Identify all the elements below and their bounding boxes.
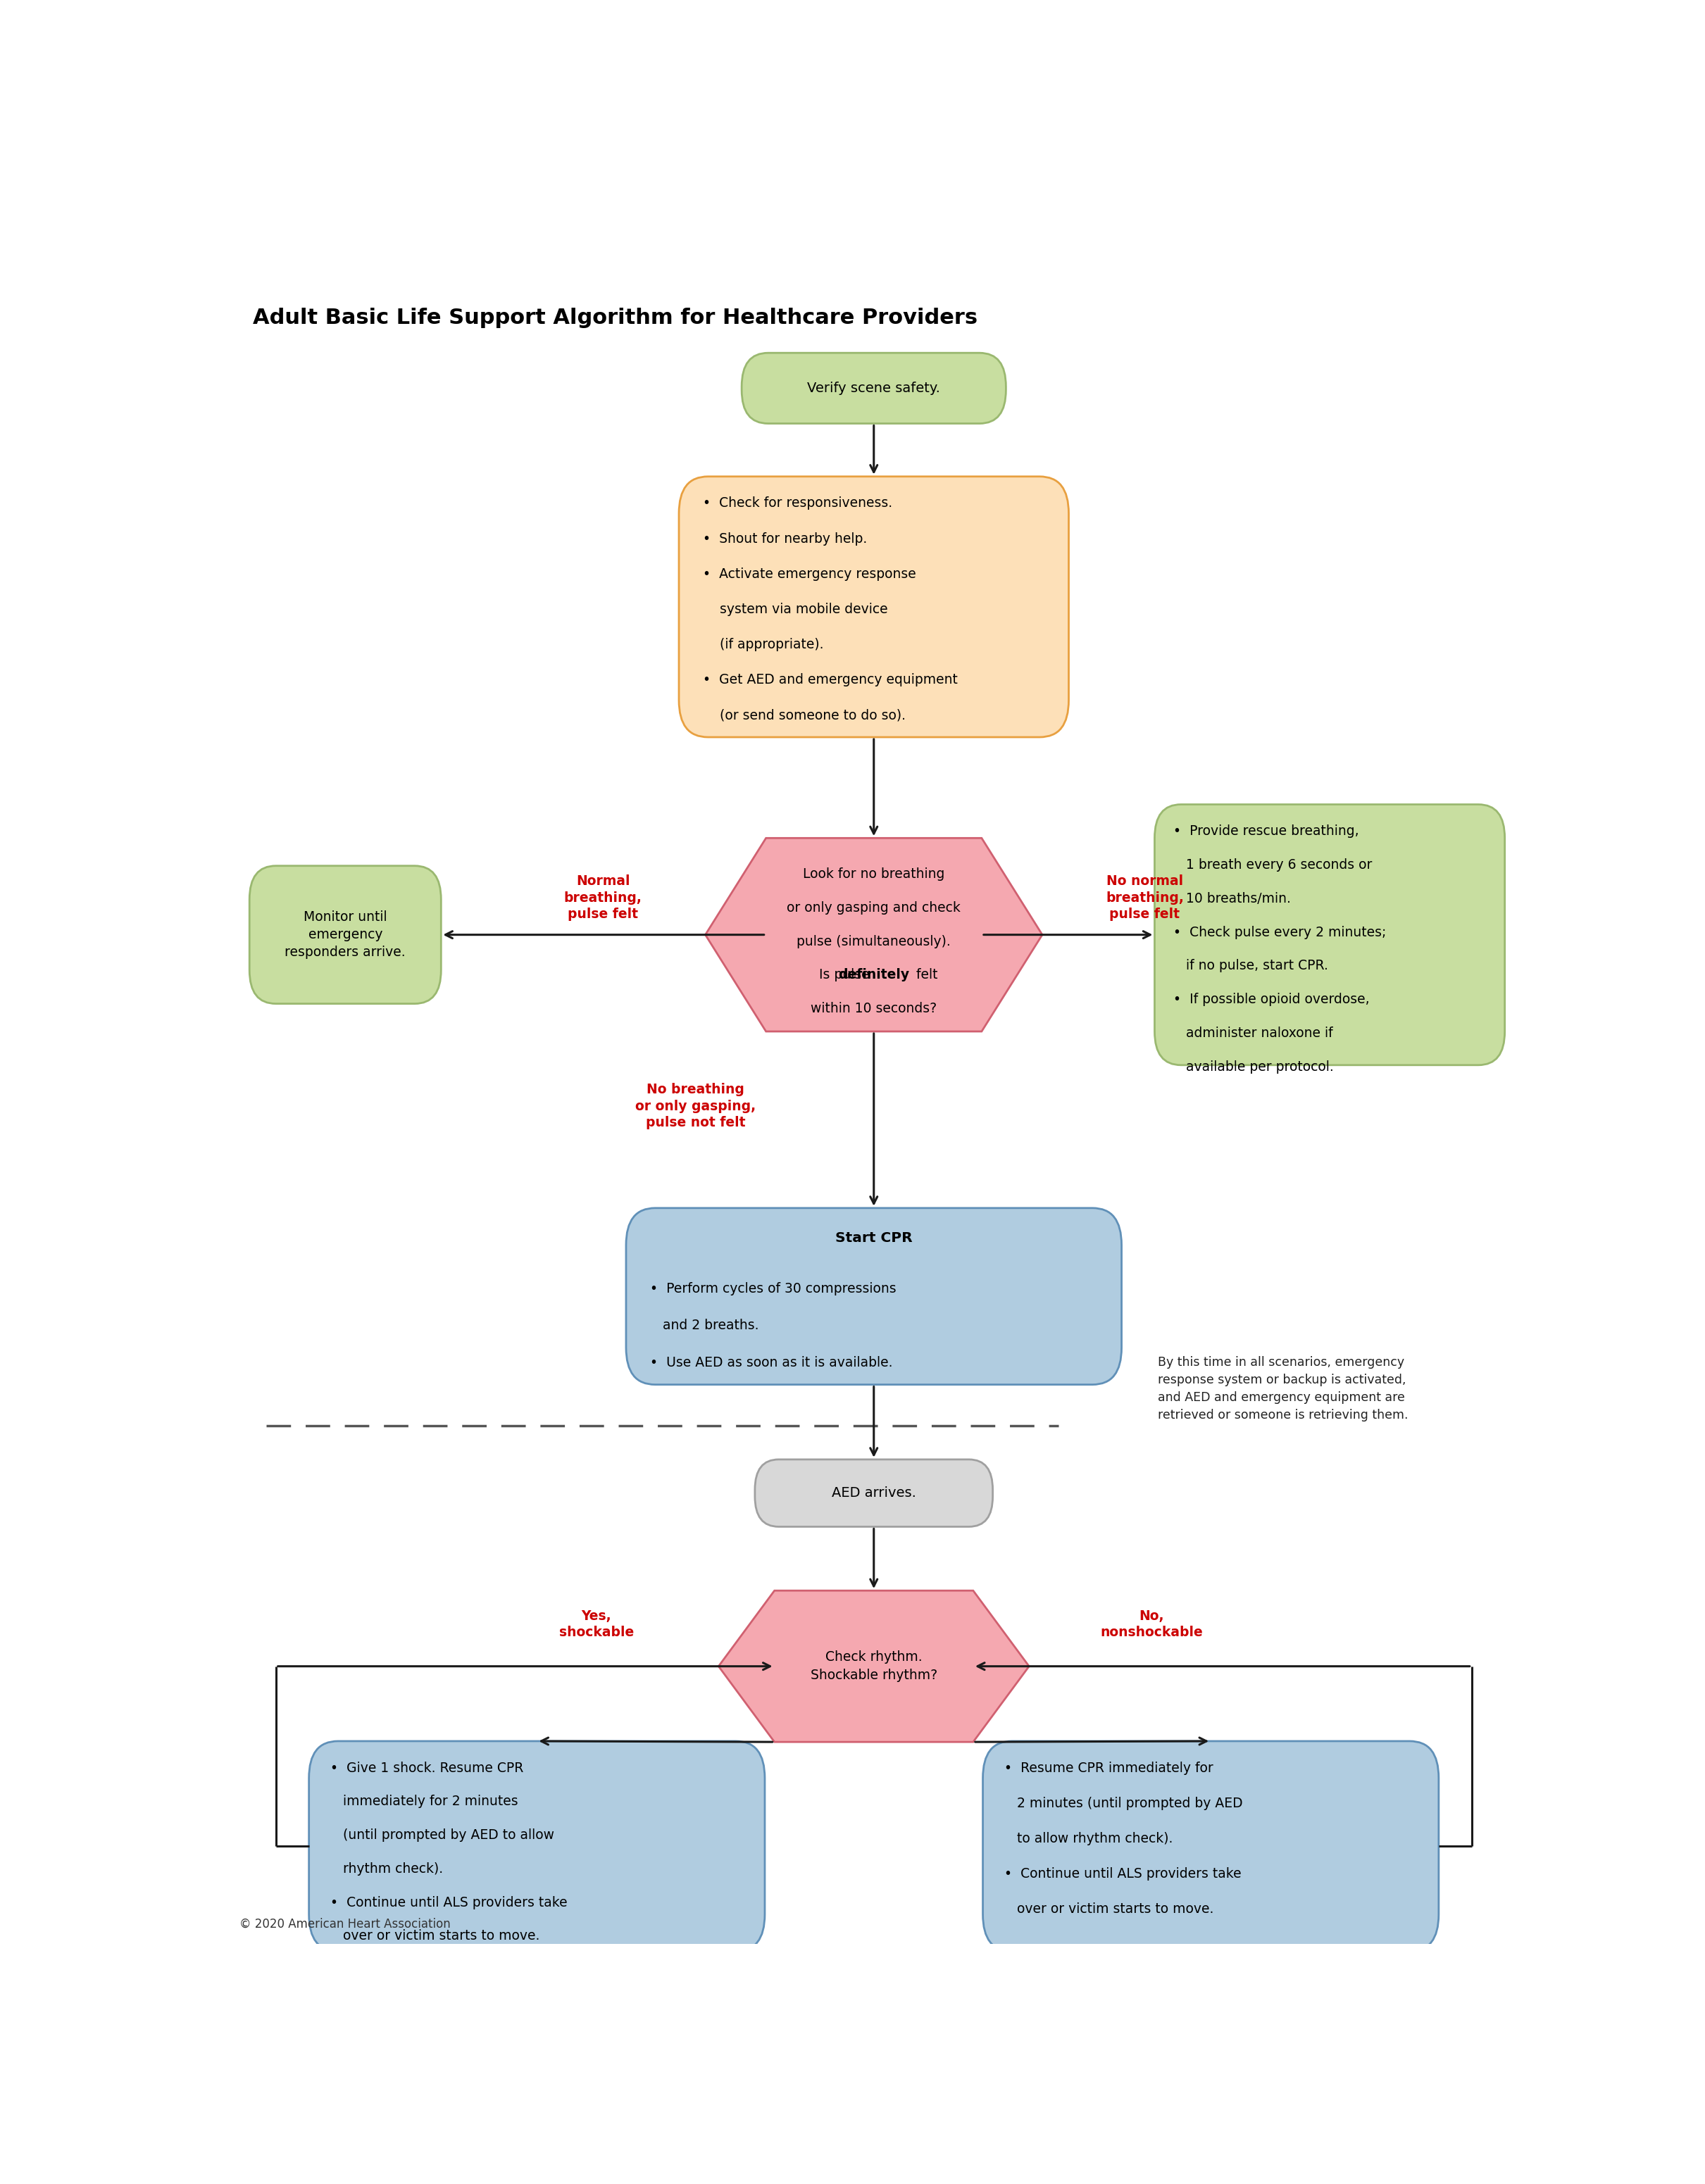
FancyBboxPatch shape <box>249 865 442 1005</box>
Text: •  Get AED and emergency equipment: • Get AED and emergency equipment <box>702 673 958 686</box>
Text: By this time in all scenarios, emergency
response system or backup is activated,: By this time in all scenarios, emergency… <box>1158 1356 1408 1422</box>
Text: (if appropriate).: (if appropriate). <box>702 638 824 651</box>
Text: immediately for 2 minutes: immediately for 2 minutes <box>331 1795 518 1808</box>
FancyBboxPatch shape <box>982 1741 1439 1950</box>
Text: if no pulse, start CPR.: if no pulse, start CPR. <box>1173 959 1328 972</box>
Text: to allow rhythm check).: to allow rhythm check). <box>1004 1832 1173 1845</box>
Text: Normal
breathing,
pulse felt: Normal breathing, pulse felt <box>564 874 643 922</box>
Text: No,
nonshockable: No, nonshockable <box>1100 1610 1202 1640</box>
FancyBboxPatch shape <box>755 1459 992 1527</box>
Text: •  Resume CPR immediately for: • Resume CPR immediately for <box>1004 1760 1212 1776</box>
FancyBboxPatch shape <box>742 354 1006 424</box>
Text: •  Continue until ALS providers take: • Continue until ALS providers take <box>1004 1867 1241 1880</box>
Text: available per protocol.: available per protocol. <box>1173 1059 1333 1072</box>
Text: definitely: definitely <box>839 968 909 983</box>
Polygon shape <box>706 839 1042 1031</box>
Text: felt: felt <box>875 968 938 983</box>
Text: •  Use AED as soon as it is available.: • Use AED as soon as it is available. <box>650 1356 892 1369</box>
Text: No normal
breathing,
pulse felt: No normal breathing, pulse felt <box>1105 874 1183 922</box>
Text: •  If possible opioid overdose,: • If possible opioid overdose, <box>1173 994 1369 1007</box>
Text: Adult Basic Life Support Algorithm for Healthcare Providers: Adult Basic Life Support Algorithm for H… <box>252 308 977 328</box>
Text: within 10 seconds?: within 10 seconds? <box>812 1002 936 1016</box>
Text: •  Perform cycles of 30 compressions: • Perform cycles of 30 compressions <box>650 1282 897 1295</box>
Text: Verify scene safety.: Verify scene safety. <box>806 382 941 395</box>
Text: 2 minutes (until prompted by AED: 2 minutes (until prompted by AED <box>1004 1797 1243 1811</box>
Text: 1 breath every 6 seconds or: 1 breath every 6 seconds or <box>1173 858 1373 871</box>
Text: Yes,
shockable: Yes, shockable <box>559 1610 634 1640</box>
Text: Check rhythm.
Shockable rhythm?: Check rhythm. Shockable rhythm? <box>810 1651 938 1682</box>
Text: •  Provide rescue breathing,: • Provide rescue breathing, <box>1173 826 1359 839</box>
Polygon shape <box>718 1590 1030 1743</box>
Text: •  Check for responsiveness.: • Check for responsiveness. <box>702 496 892 511</box>
Text: •  Shout for nearby help.: • Shout for nearby help. <box>702 533 866 546</box>
Text: AED arrives.: AED arrives. <box>832 1487 916 1500</box>
Text: Is pulse: Is pulse <box>818 968 875 983</box>
Text: •  Give 1 shock. Resume CPR: • Give 1 shock. Resume CPR <box>331 1760 523 1776</box>
FancyBboxPatch shape <box>1154 804 1506 1066</box>
FancyBboxPatch shape <box>626 1208 1122 1385</box>
Text: Monitor until
emergency
responders arrive.: Monitor until emergency responders arriv… <box>285 911 406 959</box>
Text: No breathing
or only gasping,
pulse not felt: No breathing or only gasping, pulse not … <box>636 1083 755 1129</box>
Text: •  Check pulse every 2 minutes;: • Check pulse every 2 minutes; <box>1173 926 1386 939</box>
Text: (until prompted by AED to allow: (until prompted by AED to allow <box>331 1828 554 1841</box>
Text: over or victim starts to move.: over or victim starts to move. <box>1004 1902 1214 1915</box>
FancyBboxPatch shape <box>679 476 1069 738</box>
Text: and 2 breaths.: and 2 breaths. <box>650 1319 759 1332</box>
Text: •  Continue until ALS providers take: • Continue until ALS providers take <box>331 1896 568 1909</box>
Text: or only gasping and check: or only gasping and check <box>788 902 960 915</box>
Text: rhythm check).: rhythm check). <box>331 1863 443 1876</box>
Text: over or victim starts to move.: over or victim starts to move. <box>331 1928 539 1944</box>
Text: Look for no breathing: Look for no breathing <box>803 867 945 880</box>
Text: Start CPR: Start CPR <box>835 1232 912 1245</box>
Text: •  Activate emergency response: • Activate emergency response <box>702 568 916 581</box>
Text: administer naloxone if: administer naloxone if <box>1173 1026 1333 1040</box>
FancyBboxPatch shape <box>309 1741 766 1950</box>
Text: 10 breaths/min.: 10 breaths/min. <box>1173 891 1291 904</box>
Text: © 2020 American Heart Association: © 2020 American Heart Association <box>239 1918 450 1931</box>
Text: system via mobile device: system via mobile device <box>702 603 888 616</box>
Text: pulse (simultaneously).: pulse (simultaneously). <box>796 935 951 948</box>
Text: (or send someone to do so).: (or send someone to do so). <box>702 708 905 723</box>
